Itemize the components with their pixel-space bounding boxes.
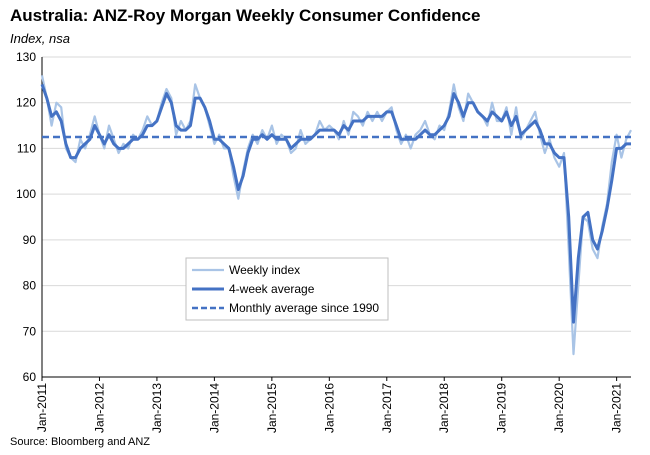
x-tick-label: Jan-2016 bbox=[322, 383, 336, 433]
y-tick-label: 90 bbox=[23, 233, 37, 247]
gridlines bbox=[42, 56, 631, 378]
series-weekly-index bbox=[40, 75, 632, 356]
legend-weekly-index-label: Weekly index bbox=[229, 263, 300, 277]
y-tick-label: 60 bbox=[23, 370, 37, 384]
y-tick-label: 110 bbox=[17, 141, 36, 155]
y-tick-label: 130 bbox=[16, 50, 36, 64]
x-tick-label: Jan-2019 bbox=[495, 383, 509, 433]
x-tick-label: Jan-2013 bbox=[150, 383, 164, 433]
x-tick-label: Jan-2012 bbox=[92, 383, 106, 433]
series-4-week-average bbox=[40, 83, 631, 324]
legend-monthly-average-label: Monthly average since 1990 bbox=[229, 301, 379, 315]
y-tick-label: 80 bbox=[23, 279, 37, 293]
y-tick-label: 100 bbox=[16, 187, 36, 201]
x-tick-label: Jan-2015 bbox=[265, 383, 279, 433]
x-tick-label: Jan-2018 bbox=[437, 383, 451, 433]
x-tick-label: Jan-2020 bbox=[552, 383, 566, 433]
x-tick-label: Jan-2014 bbox=[207, 383, 221, 433]
y-axis: 60 70 80 90 100 110 120 130 bbox=[16, 50, 43, 384]
x-tick-label: Jan-2011 bbox=[35, 383, 49, 432]
chart-title: Australia: ANZ-Roy Morgan Weekly Consume… bbox=[10, 6, 481, 25]
x-axis: Jan-2011 Jan-2012 Jan-2013 Jan-2014 Jan-2015… bbox=[35, 376, 631, 433]
legend-4-week-average-label: 4-week average bbox=[229, 282, 315, 296]
x-tick-label: Jan-2021 bbox=[610, 383, 624, 433]
chart-subtitle: Index, nsa bbox=[10, 31, 70, 46]
legend: Weekly index 4-week average Monthly averag… bbox=[185, 257, 389, 321]
x-tick-label: Jan-2017 bbox=[380, 383, 394, 433]
y-tick-label: 70 bbox=[23, 324, 37, 338]
y-tick-label: 120 bbox=[16, 96, 36, 110]
source-note: Source: Bloomberg and ANZ bbox=[10, 436, 151, 448]
plot-area bbox=[40, 75, 632, 356]
